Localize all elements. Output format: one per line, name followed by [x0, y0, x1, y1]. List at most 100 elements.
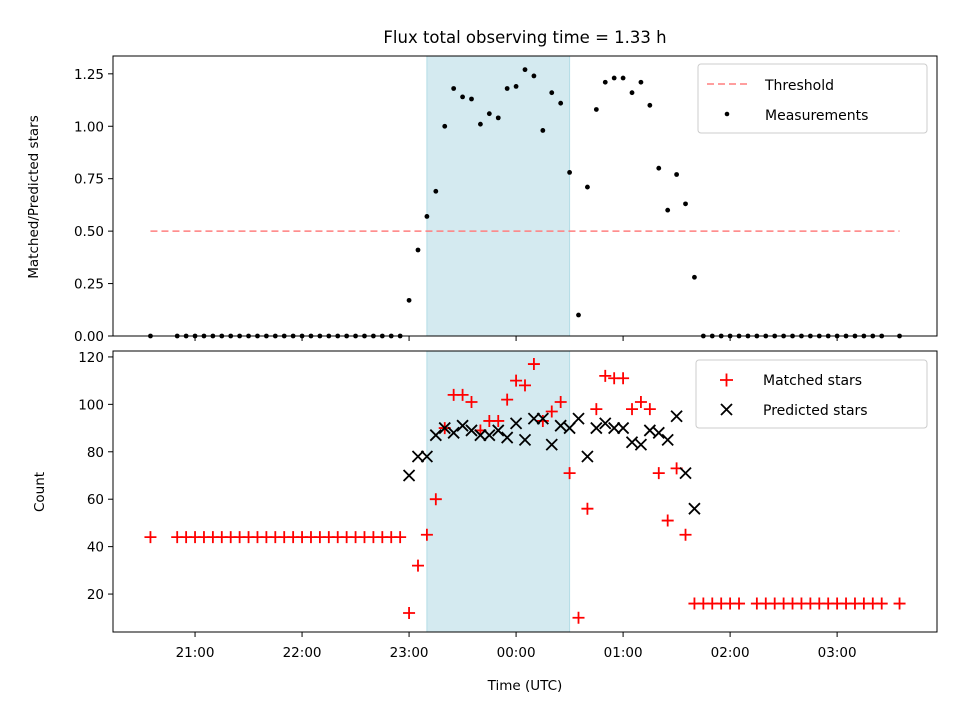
y-tick-label: 0.50 — [74, 224, 104, 240]
measurement-point — [558, 100, 564, 106]
predicted-star-marker — [536, 412, 549, 425]
matched-star-marker — [501, 393, 514, 406]
predicted-star-marker — [554, 419, 567, 432]
matched-star-marker — [545, 405, 558, 418]
measurement-point — [549, 90, 555, 96]
predicted-star-marker — [411, 450, 425, 463]
matched-star-marker — [893, 597, 906, 610]
matched-star-marker — [465, 395, 478, 408]
measurement-point — [585, 184, 590, 190]
matched-star-marker — [527, 358, 540, 371]
predicted-star-marker — [527, 412, 541, 425]
observing-window-shade — [426, 350, 571, 633]
predicted-star-marker — [625, 436, 639, 449]
predicted-star-marker — [438, 421, 451, 435]
measurement-point — [531, 73, 537, 79]
y-tick-label: 80 — [87, 445, 104, 461]
predicted-star-marker — [456, 419, 469, 432]
predicted-star-marker — [661, 433, 674, 447]
predicted-star-marker — [518, 433, 532, 447]
predicted-star-marker — [572, 412, 585, 425]
predicted-star-marker — [501, 431, 514, 444]
matched-star-marker — [661, 514, 674, 527]
predicted-star-marker — [599, 417, 612, 430]
measurement-point — [602, 79, 608, 85]
x-axis-label: Time (UTC) — [487, 678, 563, 694]
threshold-legend-label: Threshold — [764, 78, 834, 94]
top-legend: Threshold Measurements — [697, 63, 928, 134]
observing-window-shade — [426, 55, 571, 337]
y-tick-label: 0.00 — [74, 329, 104, 345]
measurement-point — [513, 84, 519, 89]
predicted-star-marker — [509, 417, 523, 430]
bottom-axes-frame — [112, 350, 938, 633]
measurement-point — [665, 207, 671, 213]
y-tick-label: 1.00 — [74, 119, 104, 135]
x-tick-label: 01:00 — [604, 645, 643, 661]
matched-star-marker — [590, 403, 603, 416]
top-axes-frame — [112, 55, 938, 337]
measurements-legend-swatch — [724, 111, 730, 117]
matched-star-marker — [394, 531, 407, 544]
predicted-star-marker — [634, 438, 648, 451]
measurement-point — [629, 90, 635, 96]
top-legend-frame — [697, 63, 928, 134]
matched-star-marker — [652, 467, 665, 480]
x-tick-label: 03:00 — [818, 645, 857, 661]
matched-star-marker — [581, 502, 594, 515]
predicted-star-marker — [492, 424, 505, 437]
measurement-point — [406, 297, 412, 303]
x-tick-label: 23:00 — [390, 645, 429, 661]
measurement-point — [469, 96, 474, 102]
measurement-point — [424, 214, 430, 219]
matched-star-marker — [403, 607, 416, 620]
measurement-point — [576, 312, 581, 318]
predicted-star-marker — [402, 469, 416, 482]
bottom-panel: 20 40 60 80 100 120 21:00 22:00 23:00 00:00 01:00 0… — [78, 350, 938, 661]
matched-star-marker — [626, 403, 639, 416]
matched-star-marker — [617, 372, 630, 385]
measurement-point — [478, 121, 483, 127]
matched-legend-swatch — [720, 373, 733, 387]
predicted-star-marker — [447, 426, 460, 439]
matched-star-marker — [643, 403, 656, 416]
measurement-point — [540, 128, 546, 133]
measurement-point — [442, 123, 448, 129]
x-tick-label: 22:00 — [283, 645, 322, 661]
matched-star-marker — [679, 528, 692, 541]
top-title: Flux total observing time = 1.33 h — [383, 28, 666, 47]
measurement-point — [611, 75, 617, 81]
matched-star-marker — [492, 414, 505, 427]
measurement-point — [486, 111, 492, 117]
x-tick-label: 21:00 — [176, 645, 215, 661]
top-y-axis-label: Matched/Predicted stars — [26, 115, 42, 278]
predicted-star-marker — [563, 421, 576, 435]
predicted-legend-swatch — [720, 403, 733, 416]
measurement-point — [656, 165, 662, 171]
measurement-point — [692, 274, 697, 280]
matched-star-marker — [429, 493, 442, 506]
predicted-star-marker — [420, 450, 434, 463]
x-tick-label: 00:00 — [497, 645, 536, 661]
bottom-y-axis-label: Count — [32, 472, 48, 512]
y-tick-label: 20 — [87, 587, 104, 603]
predicted-star-marker — [465, 424, 478, 437]
y-tick-label: 1.25 — [74, 67, 104, 83]
measurement-point — [495, 115, 501, 121]
predicted-star-marker — [429, 429, 442, 442]
measurement-point — [433, 188, 439, 194]
top-panel: 0.00 0.25 0.50 0.75 1.00 1.25 — [74, 55, 938, 345]
measurement-point — [451, 86, 457, 91]
y-tick-label: 0.25 — [74, 277, 104, 293]
measurement-point — [593, 107, 599, 112]
matched-star-marker — [420, 528, 433, 541]
matched-star-marker — [411, 559, 424, 572]
y-tick-label: 120 — [78, 350, 104, 366]
bottom-legend: Matched stars Predicted stars — [695, 359, 928, 429]
matched-star-marker — [536, 414, 549, 427]
matched-star-marker — [554, 395, 567, 408]
predicted-star-marker — [474, 429, 487, 442]
matched-star-marker — [519, 379, 531, 392]
matched-star-marker — [144, 531, 157, 544]
